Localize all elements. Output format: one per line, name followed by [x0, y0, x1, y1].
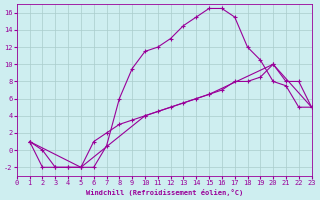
- X-axis label: Windchill (Refroidissement éolien,°C): Windchill (Refroidissement éolien,°C): [85, 189, 243, 196]
